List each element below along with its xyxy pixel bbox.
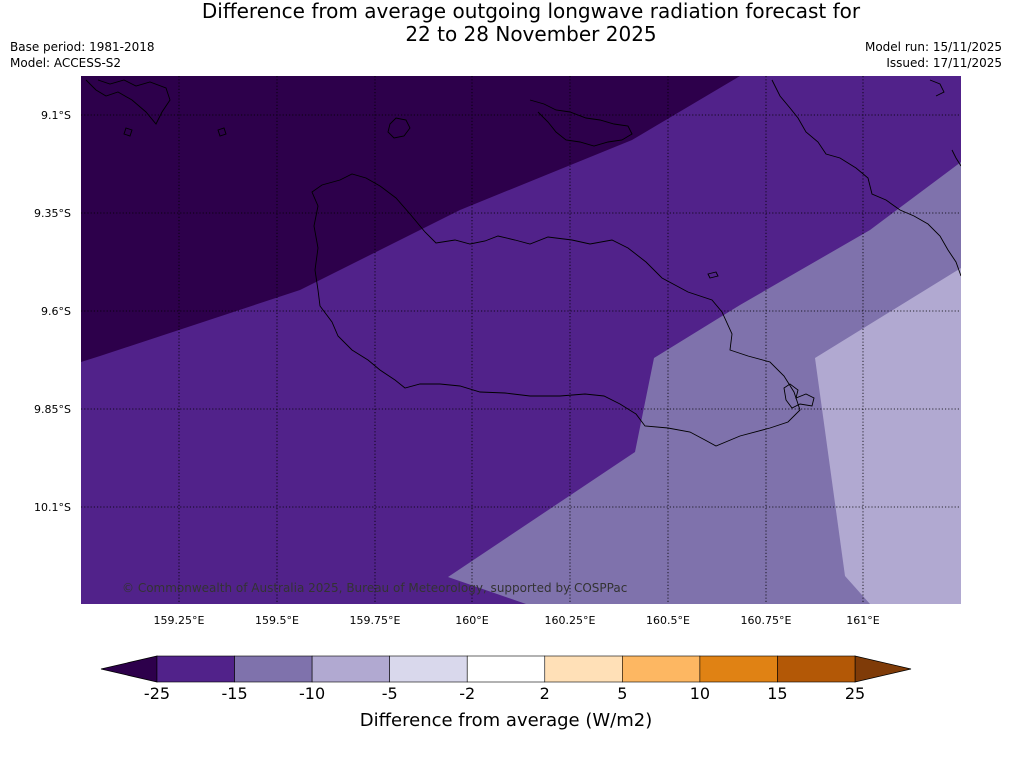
colorbar-title: Difference from average (W/m2) <box>360 710 652 731</box>
gridlines <box>81 76 961 604</box>
lon-label-6: 160.5°E <box>646 614 690 627</box>
lat-label-4: 9.85°S <box>34 403 71 416</box>
map-title: Difference from average outgoing longwav… <box>0 0 1011 46</box>
colorbar-tick-label: 15 <box>767 684 787 703</box>
lat-label-5: 10.1°S <box>34 501 71 514</box>
lon-label-4: 160°E <box>455 614 488 627</box>
colorbar-segment <box>156 655 235 683</box>
marau-islands <box>783 383 815 409</box>
colorbar-tick-label: -25 <box>144 684 170 703</box>
small-island-3 <box>707 271 719 279</box>
lat-label-3: 9.6°S <box>41 305 71 318</box>
anomaly-band-minus5-minus10 <box>815 268 961 604</box>
colorbar-segment <box>234 655 313 683</box>
lat-label-1: 9.1°S <box>41 109 71 122</box>
colorbar: -25 -15 -10 -5 -2 2 5 10 15 25 Difference from av… <box>100 655 912 731</box>
malaita-south-coastline <box>951 149 961 167</box>
model-run-text: Model run: 15/11/2025 <box>864 40 1002 54</box>
colorbar-tick-label: -2 <box>459 684 475 703</box>
colorbar-segments <box>156 655 856 683</box>
base-info: Base period: 1981-2018 Model: ACCESS-S2 <box>10 39 155 71</box>
malaita-north-coastline <box>929 79 945 97</box>
colorbar-over-arrow <box>854 655 912 683</box>
colorbar-tick-label: -10 <box>299 684 325 703</box>
issued-text: Issued: 17/11/2025 <box>886 56 1002 70</box>
small-island-2 <box>123 127 133 137</box>
anomaly-band-below-minus25 <box>81 76 740 362</box>
latitude-labels: 9.1°S 9.35°S 9.6°S 9.85°S 10.1°S <box>34 109 71 514</box>
colorbar-tick-label: -5 <box>382 684 398 703</box>
colorbar-tick-label: -15 <box>221 684 247 703</box>
colorbar-segment <box>389 655 468 683</box>
colorbar-tick-label: 5 <box>617 684 627 703</box>
colorbar-tick-label: 25 <box>845 684 865 703</box>
longitude-labels: 159.25°E 159.5°E 159.75°E 160°E 160.25°E… <box>154 614 880 627</box>
lon-label-5: 160.25°E <box>545 614 596 627</box>
colorbar-segment <box>466 655 546 683</box>
colorbar-tick-label: 10 <box>690 684 710 703</box>
colorbar-segment <box>699 655 778 683</box>
colorbar-segment <box>777 655 856 683</box>
savo-island-coastline <box>387 117 411 139</box>
title-line-2: 22 to 28 November 2025 <box>405 22 657 46</box>
title-line-1: Difference from average outgoing longwav… <box>201 0 861 23</box>
lon-label-1: 159.25°E <box>154 614 205 627</box>
colorbar-segment <box>311 655 390 683</box>
nggela-east-coastline <box>529 99 633 147</box>
map-plot-area: © Commonwealth of Australia 2025, Bureau… <box>81 76 961 604</box>
base-period-text: Base period: 1981-2018 <box>10 40 155 54</box>
colorbar-tick-label: 2 <box>540 684 550 703</box>
colorbar-segment <box>544 655 623 683</box>
lat-label-2: 9.35°S <box>34 207 71 220</box>
lon-label-3: 159.75°E <box>350 614 401 627</box>
lon-label-7: 160.75°E <box>741 614 792 627</box>
small-island-1 <box>217 127 227 137</box>
florida-islands-coastline <box>85 79 171 125</box>
lon-label-8: 161°E <box>846 614 879 627</box>
coastlines <box>85 79 961 447</box>
colorbar-tick-labels: -25 -15 -10 -5 -2 2 5 10 15 25 <box>144 684 865 703</box>
anomaly-band-minus10-minus15 <box>448 162 961 604</box>
run-info: Model run: 15/11/2025 Issued: 17/11/2025 <box>865 39 1002 71</box>
copyright-text: © Commonwealth of Australia 2025, Bureau… <box>122 581 627 595</box>
colorbar-under-arrow <box>100 655 158 683</box>
malaita-coastline <box>771 79 961 277</box>
model-text: Model: ACCESS-S2 <box>10 56 122 70</box>
colorbar-segment <box>622 655 701 683</box>
lon-label-2: 159.5°E <box>255 614 299 627</box>
guadalcanal-coastline <box>311 173 801 447</box>
